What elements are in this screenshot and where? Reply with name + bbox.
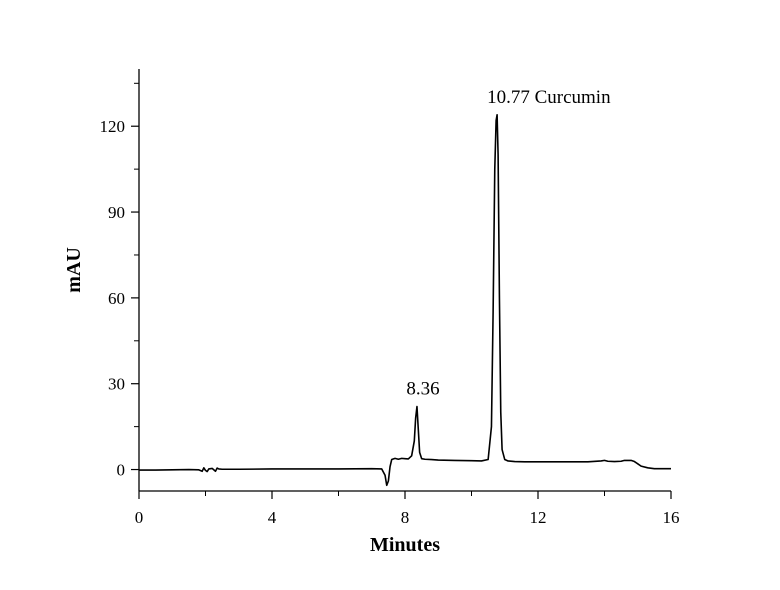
y-tick-label: 0 xyxy=(117,461,126,480)
x-tick-label: 8 xyxy=(401,508,410,527)
x-tick-label: 12 xyxy=(530,508,547,527)
y-tick-label: 90 xyxy=(108,203,125,222)
x-tick-label: 0 xyxy=(135,508,144,527)
x-tick-label: 4 xyxy=(268,508,277,527)
y-tick-label: 30 xyxy=(108,375,125,394)
axis-ticks: 0 4 8 12 16 0 30 60 90 120 xyxy=(100,82,680,527)
peak-label-8-36: 8.36 xyxy=(406,379,439,400)
x-tick-label: 16 xyxy=(663,508,680,527)
axes xyxy=(138,69,671,492)
y-axis-label: mAU xyxy=(63,247,85,293)
plot-area xyxy=(139,113,671,487)
peak-label-curcumin: 10.77 Curcumin xyxy=(487,87,611,108)
axis-labels: Minutes mAU xyxy=(63,247,440,556)
y-tick-label: 120 xyxy=(100,117,126,136)
peak-annotations: 8.36 10.77 Curcumin xyxy=(406,87,611,400)
y-tick-label: 60 xyxy=(108,289,125,308)
x-axis-label: Minutes xyxy=(370,534,440,556)
chromatogram-line xyxy=(139,113,671,487)
